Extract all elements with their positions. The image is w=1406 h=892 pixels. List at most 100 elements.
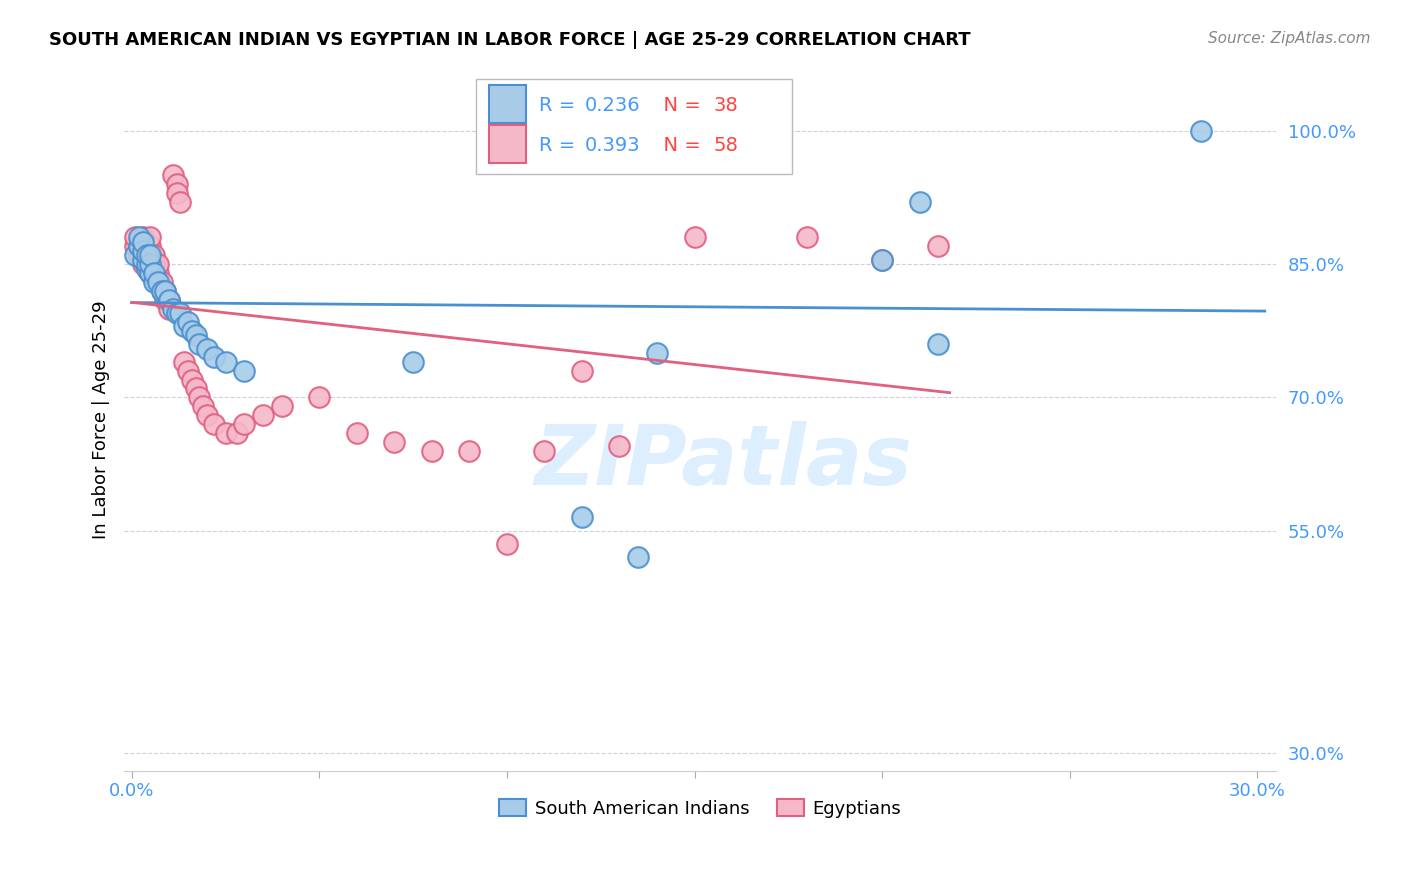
South American Indians [188,337,211,351]
Egyptians [146,275,169,289]
South American Indians [132,235,155,249]
South American Indians [173,319,195,334]
Text: Source: ZipAtlas.com: Source: ZipAtlas.com [1208,31,1371,46]
South American Indians [135,257,157,271]
South American Indians [146,275,169,289]
Egyptians [139,257,162,271]
Egyptians [458,443,481,458]
Egyptians [225,425,247,440]
Egyptians [157,301,180,316]
South American Indians [166,306,188,320]
Egyptians [177,364,200,378]
South American Indians [139,248,162,262]
South American Indians [214,355,236,369]
South American Indians [402,355,425,369]
Egyptians [184,382,207,396]
Egyptians [157,293,180,307]
Egyptians [124,230,146,244]
Egyptians [146,257,169,271]
Egyptians [346,425,368,440]
Text: N =: N = [651,96,707,115]
Text: R =: R = [538,96,581,115]
Egyptians [139,266,162,280]
South American Indians [162,301,184,316]
Egyptians [233,417,256,431]
Egyptians [173,355,195,369]
Egyptians [150,275,173,289]
Egyptians [132,257,155,271]
FancyBboxPatch shape [489,85,526,123]
Text: R =: R = [538,136,581,155]
South American Indians [169,306,191,320]
Egyptians [143,257,166,271]
Egyptians [155,293,177,307]
South American Indians [184,328,207,343]
FancyBboxPatch shape [475,79,792,174]
Egyptians [150,284,173,298]
Text: N =: N = [651,136,707,155]
Egyptians [155,284,177,298]
South American Indians [128,239,150,253]
South American Indians [143,275,166,289]
Text: 0.236: 0.236 [585,96,641,115]
Egyptians [132,230,155,244]
Egyptians [169,194,191,209]
South American Indians [143,266,166,280]
Egyptians [195,408,218,422]
South American Indians [233,364,256,378]
Text: SOUTH AMERICAN INDIAN VS EGYPTIAN IN LABOR FORCE | AGE 25-29 CORRELATION CHART: SOUTH AMERICAN INDIAN VS EGYPTIAN IN LAB… [49,31,970,49]
Egyptians [139,248,162,262]
Egyptians [128,239,150,253]
Egyptians [796,230,818,244]
South American Indians [124,248,146,262]
Egyptians [188,390,211,404]
Text: 0.393: 0.393 [585,136,641,155]
Egyptians [135,257,157,271]
Egyptians [180,373,202,387]
South American Indians [627,550,650,565]
Egyptians [191,399,214,413]
Egyptians [927,239,949,253]
Egyptians [252,408,274,422]
Egyptians [135,248,157,262]
Egyptians [128,248,150,262]
Text: 58: 58 [714,136,738,155]
Egyptians [139,230,162,244]
Text: 38: 38 [714,96,738,115]
South American Indians [908,194,931,209]
Egyptians [166,186,188,200]
Egyptians [143,248,166,262]
Egyptians [214,425,236,440]
Egyptians [124,239,146,253]
Y-axis label: In Labor Force | Age 25-29: In Labor Force | Age 25-29 [93,301,110,539]
South American Indians [139,266,162,280]
South American Indians [870,252,893,267]
South American Indians [150,284,173,298]
Egyptians [382,434,405,449]
Egyptians [270,399,292,413]
Egyptians [143,266,166,280]
Egyptians [496,537,519,551]
Egyptians [533,443,555,458]
South American Indians [132,244,155,258]
Egyptians [146,266,169,280]
South American Indians [155,284,177,298]
Egyptians [571,364,593,378]
Legend: South American Indians, Egyptians: South American Indians, Egyptians [492,792,908,825]
South American Indians [128,230,150,244]
South American Indians [645,346,668,360]
South American Indians [1189,124,1212,138]
South American Indians [180,324,202,338]
South American Indians [139,257,162,271]
Egyptians [870,252,893,267]
Egyptians [420,443,443,458]
South American Indians [927,337,949,351]
South American Indians [135,261,157,276]
Egyptians [162,168,184,182]
Egyptians [135,239,157,253]
Egyptians [132,248,155,262]
Egyptians [166,177,188,191]
South American Indians [195,342,218,356]
FancyBboxPatch shape [489,125,526,163]
Egyptians [609,439,631,453]
